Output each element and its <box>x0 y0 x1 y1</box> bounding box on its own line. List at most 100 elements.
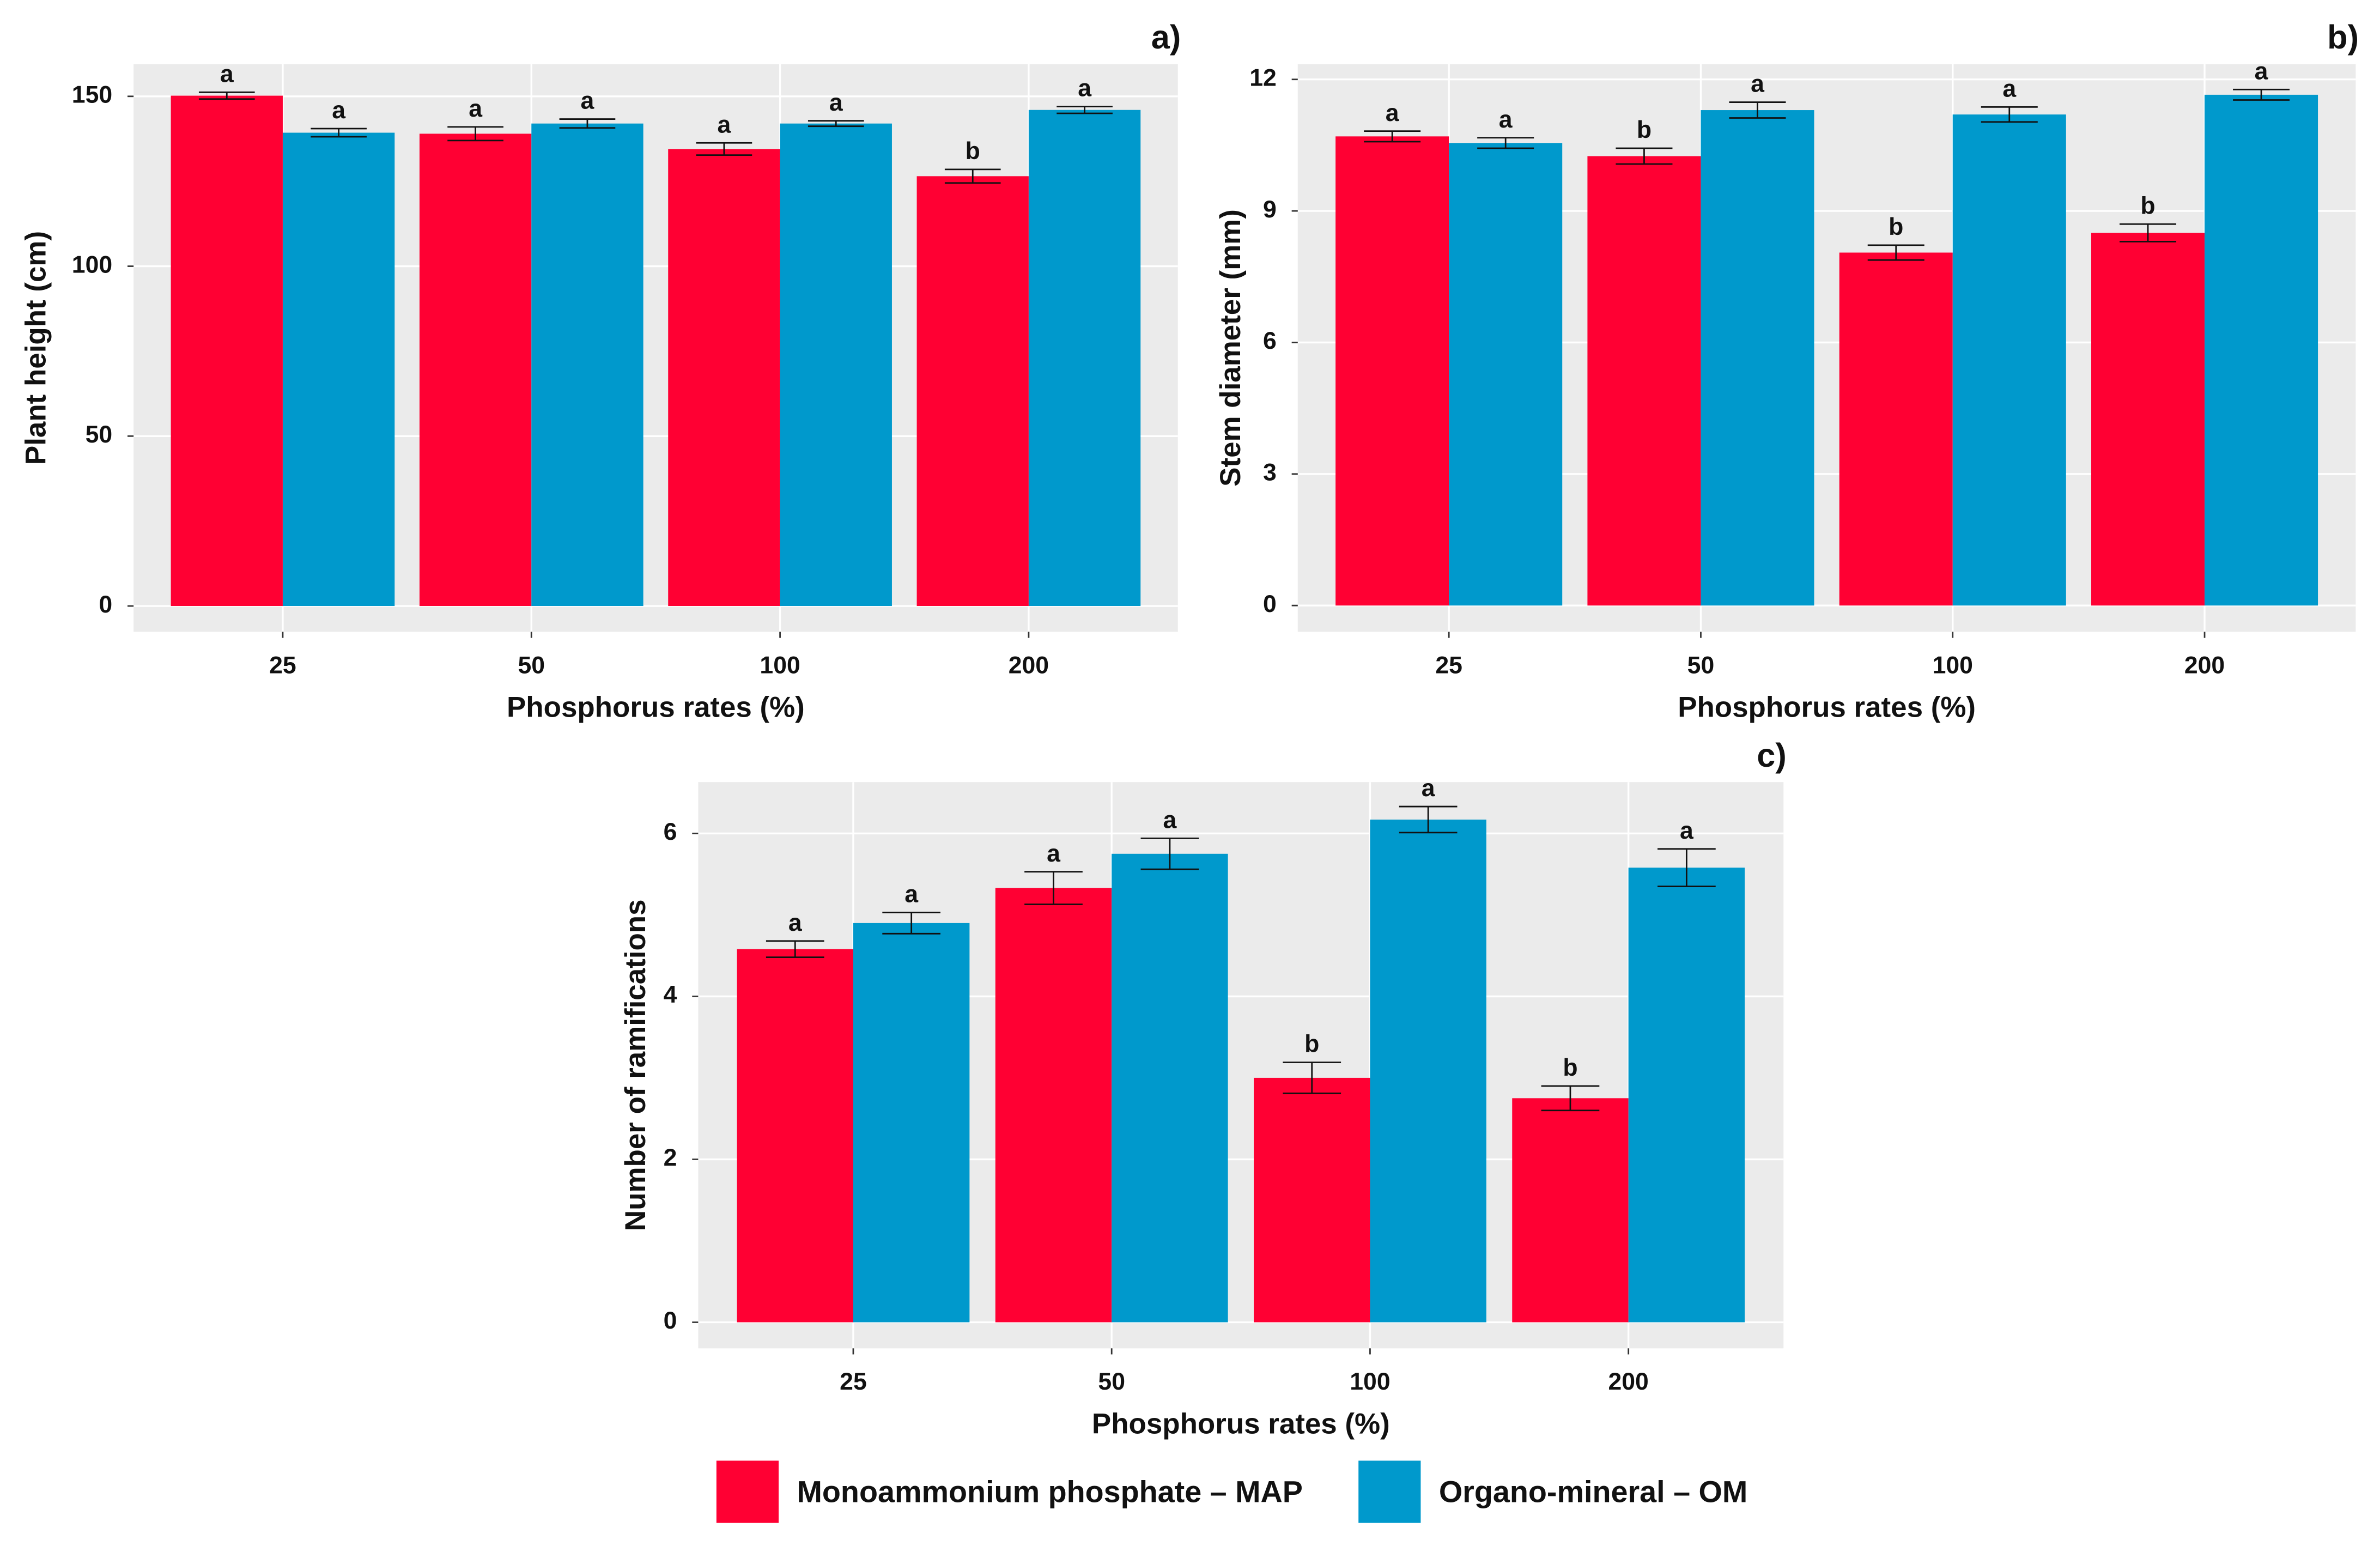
error-bar <box>1541 1085 1600 1112</box>
legend-label: Organo-mineral – OM <box>1439 1475 1747 1508</box>
significance-letter: a <box>469 95 483 122</box>
bar <box>1839 252 1953 606</box>
error-bar <box>311 128 367 138</box>
x-tick-label: 25 <box>840 1368 867 1395</box>
bar <box>1512 1098 1629 1323</box>
y-tick-label: 0 <box>99 591 112 618</box>
error-bar <box>1283 1062 1341 1094</box>
bar <box>1701 110 1814 606</box>
bar <box>531 123 643 607</box>
bar <box>995 888 1112 1323</box>
error-bar <box>1477 137 1534 149</box>
significance-letter: a <box>788 910 803 936</box>
x-tick-label: 200 <box>1608 1368 1648 1395</box>
significance-letter: a <box>1078 75 1092 102</box>
error-bar <box>1399 805 1458 834</box>
error-bar <box>1024 871 1083 905</box>
x-tick-label: 50 <box>1098 1368 1125 1395</box>
bar <box>2091 233 2205 606</box>
x-tick-label: 50 <box>518 652 545 678</box>
y-tick-label: 3 <box>1263 459 1277 486</box>
error-bar <box>2120 223 2177 242</box>
significance-letter: a <box>1047 840 1061 867</box>
panel-label: b) <box>2327 19 2359 56</box>
x-tick-label: 200 <box>2184 652 2225 678</box>
bar <box>780 123 892 607</box>
error-bar <box>766 940 824 959</box>
significance-letter: a <box>718 111 732 138</box>
x-tick-label: 100 <box>1933 652 1973 678</box>
x-tick-label: 200 <box>1009 652 1049 678</box>
bar <box>1587 156 1701 606</box>
y-tick-label: 6 <box>1263 328 1277 354</box>
significance-letter: a <box>904 881 919 908</box>
y-tick-label: 4 <box>664 981 677 1008</box>
panel-label: a) <box>1151 19 1181 56</box>
y-tick-label: 50 <box>86 421 113 448</box>
bar <box>737 949 853 1323</box>
error-bar <box>807 120 864 128</box>
legend-label: Monoammonium phosphate – MAP <box>797 1475 1302 1508</box>
significance-letter: b <box>1637 117 1652 143</box>
significance-letter: a <box>1499 106 1513 133</box>
x-tick-label: 100 <box>1350 1368 1390 1395</box>
bar <box>419 134 532 607</box>
legend-swatch <box>716 1460 779 1523</box>
error-bar <box>1981 106 2038 123</box>
error-bar <box>696 142 752 156</box>
panel-label: c) <box>1757 737 1786 774</box>
x-tick-label: 50 <box>1687 652 1715 678</box>
y-axis-title: Stem diameter (mm) <box>1215 209 1247 487</box>
error-bar <box>1140 837 1199 870</box>
error-bar <box>944 168 1001 184</box>
significance-letter: a <box>220 60 234 87</box>
y-tick-label: 0 <box>1263 591 1277 617</box>
x-axis-title: Phosphorus rates (%) <box>507 691 805 723</box>
bar <box>1370 819 1486 1323</box>
x-tick-label: 100 <box>760 652 800 678</box>
error-bar <box>447 126 503 142</box>
x-axis-title: Phosphorus rates (%) <box>1092 1408 1390 1440</box>
error-bar <box>559 118 616 129</box>
x-axis-title: Phosphorus rates (%) <box>1678 691 1976 723</box>
significance-letter: a <box>1751 71 1765 98</box>
error-bar <box>1057 106 1113 114</box>
significance-letter: b <box>966 138 980 165</box>
bar <box>2205 94 2318 606</box>
bar <box>1952 114 2066 606</box>
significance-letter: a <box>2002 76 2017 102</box>
bar <box>1028 110 1141 607</box>
y-tick-label: 150 <box>72 82 112 108</box>
bar <box>668 149 780 607</box>
significance-letter: a <box>829 89 843 116</box>
error-bar <box>1729 101 1786 119</box>
y-axis-title: Plant height (cm) <box>20 231 52 465</box>
legend-swatch <box>1358 1460 1421 1523</box>
y-tick-label: 2 <box>664 1144 677 1171</box>
y-axis-title: Number of ramifications <box>620 899 652 1231</box>
significance-letter: a <box>332 97 346 124</box>
y-tick-label: 100 <box>72 251 112 278</box>
y-tick-label: 0 <box>664 1307 677 1334</box>
error-bar <box>1867 244 1924 261</box>
x-tick-label: 25 <box>269 652 296 678</box>
significance-letter: b <box>1563 1054 1577 1081</box>
significance-letter: a <box>1386 100 1400 126</box>
error-bar <box>1657 848 1716 887</box>
significance-letter: a <box>581 88 595 114</box>
significance-letter: b <box>1889 214 1903 240</box>
significance-letter: a <box>1422 775 1436 802</box>
error-bar <box>198 91 255 100</box>
error-bar <box>1616 147 1673 165</box>
significance-letter: b <box>2140 192 2155 219</box>
bar <box>1254 1077 1370 1323</box>
bar <box>282 132 395 607</box>
bar <box>1628 868 1745 1323</box>
error-bar <box>1364 130 1421 143</box>
error-bar <box>882 912 941 935</box>
error-bar <box>2233 88 2290 101</box>
y-tick-label: 6 <box>664 819 677 845</box>
significance-letter: a <box>1680 817 1694 844</box>
